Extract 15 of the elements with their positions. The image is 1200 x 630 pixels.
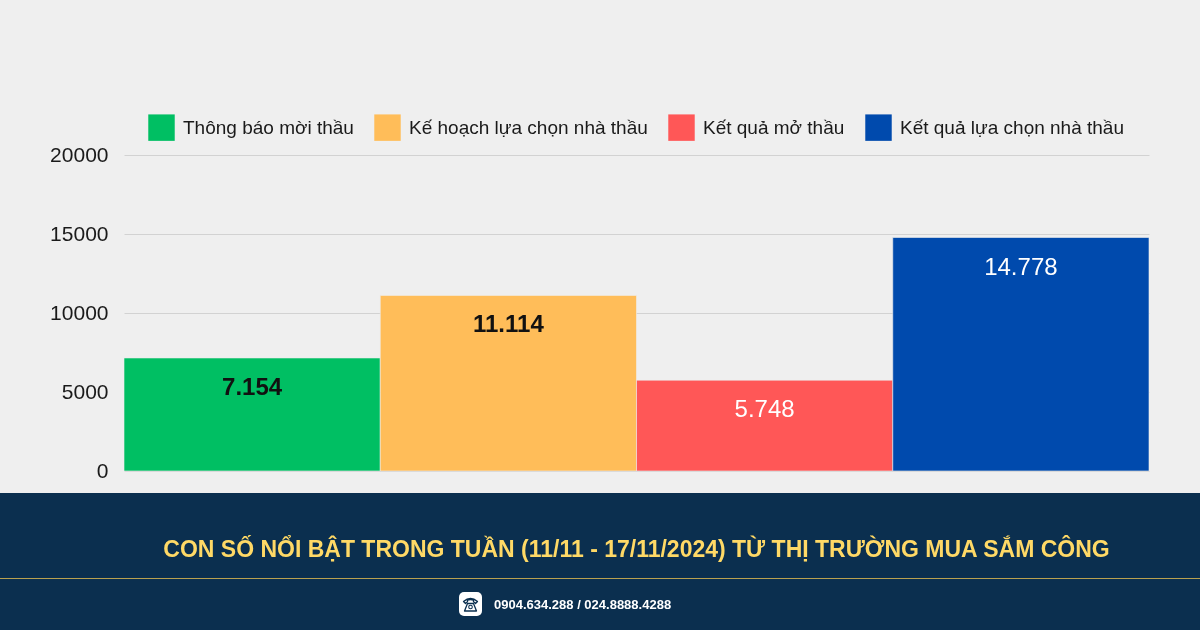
legend-label: Kết quả lựa chọn nhà thầu <box>900 116 1125 138</box>
y-tick-label: 20000 <box>50 142 109 166</box>
y-tick-label: 0 <box>96 458 109 482</box>
y-tick-label: 5000 <box>61 379 109 403</box>
data-label: 11.114 <box>472 310 545 338</box>
legend-label: Thông báo mời thầu <box>183 116 354 138</box>
legend-label: Kết quả mở thầu <box>703 116 845 138</box>
data-label: 5.748 <box>734 395 795 423</box>
y-tick-label: 10000 <box>50 300 109 324</box>
y-tick-label: 15000 <box>50 221 109 245</box>
data-label: 14.778 <box>984 252 1058 280</box>
data-label: 7.154 <box>222 372 283 400</box>
text: CON SỐ NỔI BẬT TRONG TUẦN (11/11 - 17/11/2024) TỪ THỊ TRƯỜNG MUA SẮM CÔNG <box>163 535 1110 562</box>
legend-label: Kế hoạch lựa chọn nhà thầu <box>409 116 648 138</box>
text: 0904.634.288 / 024.8888.4288 <box>494 596 672 612</box>
